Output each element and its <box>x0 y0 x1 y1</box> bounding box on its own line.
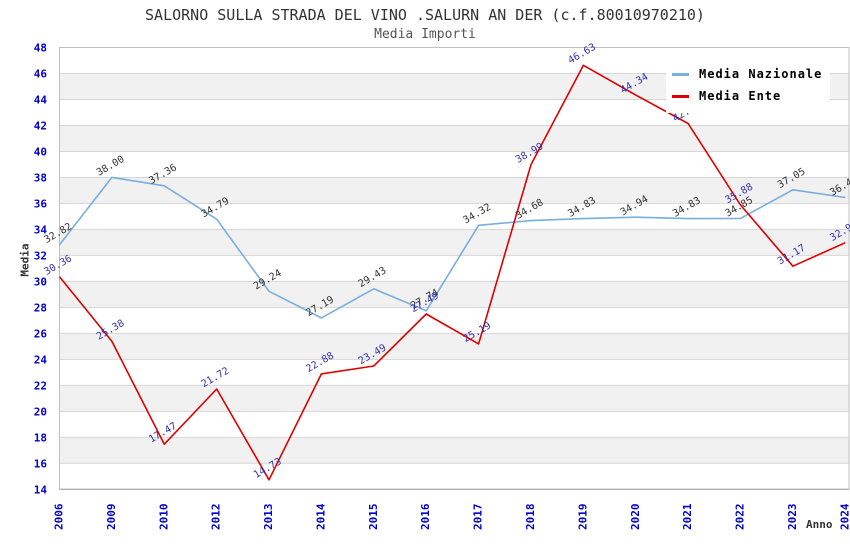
y-tick-label: 24 <box>34 353 48 366</box>
x-tick-label: 2017 <box>472 504 485 531</box>
y-tick-label: 44 <box>34 93 48 106</box>
series-line-media-nazionale <box>58 176 846 319</box>
legend-item-media-ente: Media Ente <box>672 85 822 107</box>
data-label: 34.32 <box>462 202 494 227</box>
y-tick-label: 22 <box>34 379 47 392</box>
y-tick-label: 14 <box>34 483 48 496</box>
x-tick-label: 2022 <box>734 504 747 531</box>
x-tick-label: 2014 <box>314 503 327 530</box>
data-label: 38.00 <box>95 154 127 179</box>
x-tick-label: 2021 <box>681 503 694 530</box>
chart-subtitle: Media Importi <box>374 27 476 42</box>
grid-band <box>59 385 849 412</box>
y-tick-label: 32 <box>34 249 47 262</box>
y-tick-label: 20 <box>34 405 47 418</box>
y-tick-label: 48 <box>34 42 47 55</box>
y-axis-title: Media <box>18 243 32 277</box>
y-tick-label: 28 <box>34 301 47 314</box>
y-tick-label: 46 <box>34 67 48 80</box>
x-tick-label: 2012 <box>210 504 223 531</box>
y-tick-label: 16 <box>34 457 48 470</box>
x-tick-label: 2019 <box>576 504 589 531</box>
y-tick-label: 38 <box>34 171 47 184</box>
y-tick-label: 34 <box>34 223 48 236</box>
grid-band <box>59 333 849 360</box>
y-tick-label: 30 <box>34 275 47 288</box>
legend-line-swatch-ente <box>672 94 689 98</box>
grid-band <box>59 281 849 308</box>
y-tick-label: 40 <box>34 145 47 158</box>
series-line-media-ente <box>58 64 846 481</box>
legend-label-media-ente: Media Ente <box>699 89 782 103</box>
chart-title: SALORNO SULLA STRADA DEL VINO .SALURN AN… <box>145 6 705 24</box>
legend-item-media-nazionale: Media Nazionale <box>672 63 822 85</box>
grid-band <box>59 437 849 464</box>
y-tick-label: 26 <box>34 327 48 340</box>
x-tick-label: 2009 <box>105 504 118 531</box>
x-tick-label: 2020 <box>629 504 642 531</box>
y-tick-label: 42 <box>34 119 47 132</box>
grid-band <box>59 229 849 256</box>
x-tick-label: 2023 <box>786 504 799 531</box>
plot-border <box>59 47 850 490</box>
x-tick-label: 2015 <box>367 504 380 531</box>
data-label: 46.63 <box>566 42 598 67</box>
data-label: 30.36 <box>42 253 74 278</box>
y-tick-label: 18 <box>34 431 47 444</box>
legend-line-swatch-nazionale <box>672 72 689 76</box>
x-tick-label: 2016 <box>419 503 432 530</box>
x-tick-label: 2006 <box>53 503 66 530</box>
legend-label-media-nazionale: Media Nazionale <box>699 67 823 81</box>
x-axis-title: Anno <box>806 518 833 531</box>
legend: Media Nazionale Media Ente <box>666 59 831 113</box>
x-tick-label: 2013 <box>262 504 275 531</box>
grid-band <box>59 125 849 152</box>
y-tick-label: 36 <box>34 197 48 210</box>
x-tick-label: 2010 <box>157 504 170 531</box>
x-tick-label: 2018 <box>524 504 537 531</box>
x-tick-label: 2024 <box>838 503 850 530</box>
grid-band <box>59 177 849 204</box>
